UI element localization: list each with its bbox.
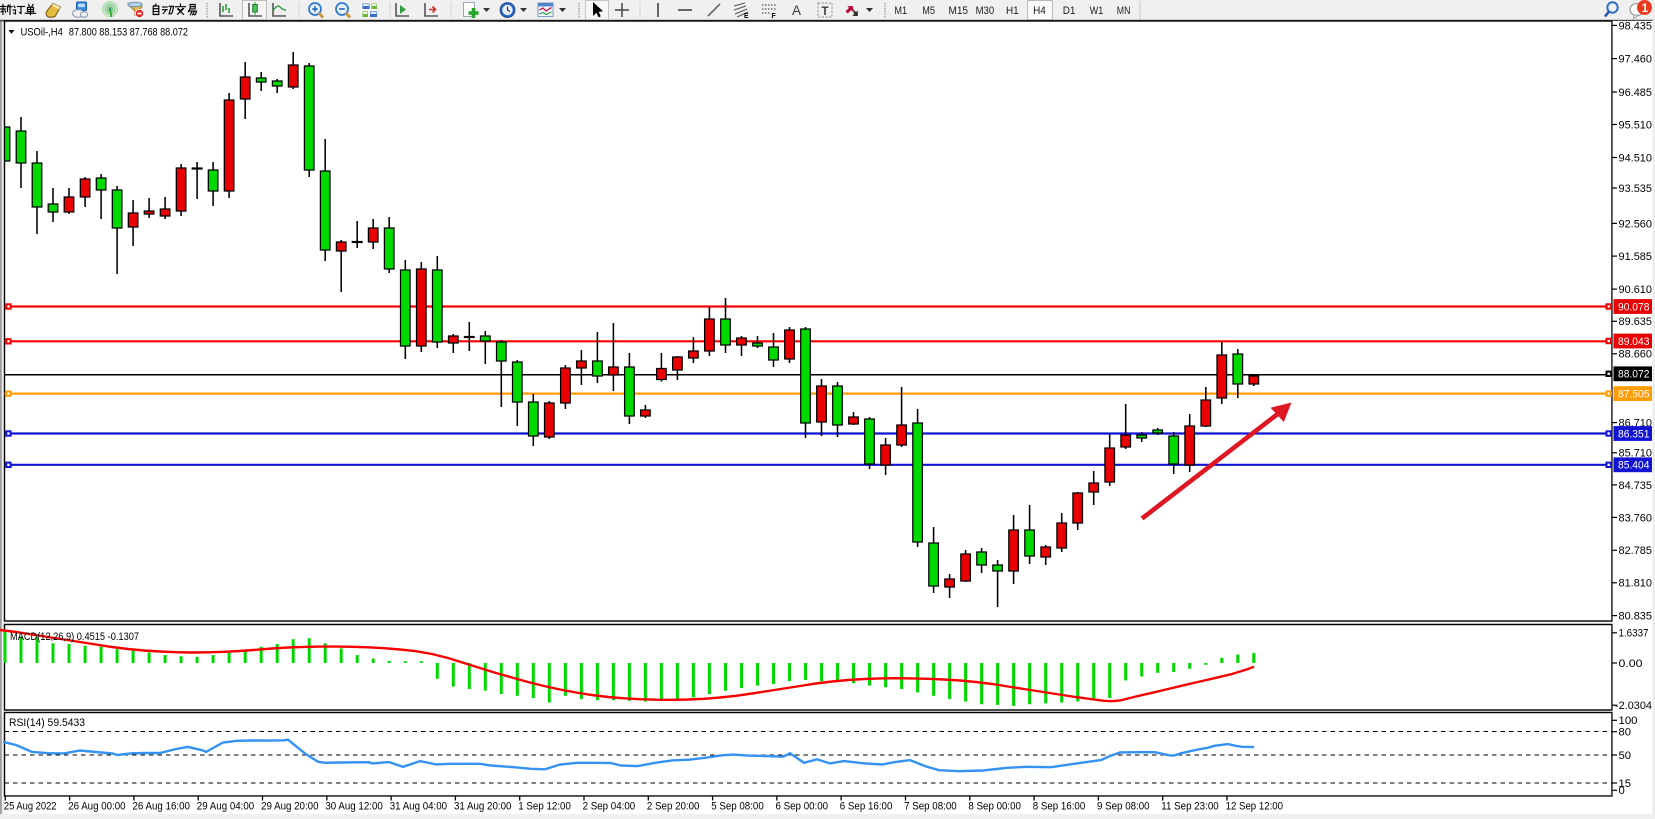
svg-text:87.800 88.153 87.768 88.072: 87.800 88.153 87.768 88.072 xyxy=(69,26,188,38)
svg-text:8 Sep 16:00: 8 Sep 16:00 xyxy=(1033,801,1086,813)
svg-text:87.505: 87.505 xyxy=(1618,389,1650,401)
svg-text:MN: MN xyxy=(1117,5,1131,17)
svg-text:95.510: 95.510 xyxy=(1619,119,1653,131)
svg-text:12 Sep 12:00: 12 Sep 12:00 xyxy=(1226,801,1283,813)
svg-text:E: E xyxy=(744,13,749,20)
svg-text:A: A xyxy=(792,3,801,18)
svg-text:81.810: 81.810 xyxy=(1619,578,1653,590)
svg-text:31 Aug 04:00: 31 Aug 04:00 xyxy=(390,801,447,813)
svg-text:1.6337: 1.6337 xyxy=(1619,628,1649,640)
svg-text:83.760: 83.760 xyxy=(1619,512,1653,524)
svg-text:26 Aug 16:00: 26 Aug 16:00 xyxy=(133,801,190,813)
svg-text:84.735: 84.735 xyxy=(1619,480,1653,492)
svg-text:89.043: 89.043 xyxy=(1618,336,1650,348)
svg-text:11 Sep 23:00: 11 Sep 23:00 xyxy=(1161,801,1218,813)
svg-text:USOil-,H4: USOil-,H4 xyxy=(21,26,63,38)
svg-text:92.560: 92.560 xyxy=(1619,218,1653,230)
svg-text:30 Aug 12:00: 30 Aug 12:00 xyxy=(325,801,382,813)
svg-text:93.535: 93.535 xyxy=(1619,183,1653,195)
svg-text:26 Aug 00:00: 26 Aug 00:00 xyxy=(68,801,125,813)
svg-text:5 Sep 08:00: 5 Sep 08:00 xyxy=(711,801,764,813)
svg-text:M5: M5 xyxy=(922,5,935,17)
svg-text:90.610: 90.610 xyxy=(1619,284,1653,296)
svg-text:MACD(12,26,9) 0.4515 -0.1307: MACD(12,26,9) 0.4515 -0.1307 xyxy=(10,631,139,643)
svg-text:6 Sep 00:00: 6 Sep 00:00 xyxy=(776,801,829,813)
svg-text:6 Sep 16:00: 6 Sep 16:00 xyxy=(840,801,893,813)
svg-text:RSI(14) 59.5433: RSI(14) 59.5433 xyxy=(9,717,85,729)
svg-text:D1: D1 xyxy=(1063,5,1076,17)
svg-text:29 Aug 20:00: 29 Aug 20:00 xyxy=(261,801,318,813)
svg-text:96.485: 96.485 xyxy=(1619,87,1653,99)
svg-text:91.585: 91.585 xyxy=(1619,251,1653,263)
svg-text:-2.0304: -2.0304 xyxy=(1615,700,1652,712)
svg-text:M30: M30 xyxy=(976,5,995,17)
svg-text:88.072: 88.072 xyxy=(1618,369,1650,381)
svg-text:M1: M1 xyxy=(894,5,907,17)
svg-text:H1: H1 xyxy=(1006,5,1019,17)
svg-text:9 Sep 08:00: 9 Sep 08:00 xyxy=(1097,801,1150,813)
svg-text:82.785: 82.785 xyxy=(1619,545,1653,557)
svg-text:100: 100 xyxy=(1619,715,1638,727)
svg-text:88.660: 88.660 xyxy=(1619,349,1653,361)
svg-text:M15: M15 xyxy=(949,5,969,17)
svg-text:F: F xyxy=(772,13,777,20)
svg-text:85.710: 85.710 xyxy=(1619,448,1653,460)
svg-text:97.460: 97.460 xyxy=(1619,54,1653,66)
svg-text:0: 0 xyxy=(1619,785,1625,797)
svg-text:29 Aug 04:00: 29 Aug 04:00 xyxy=(197,801,254,813)
svg-text:1 Sep 12:00: 1 Sep 12:00 xyxy=(518,801,571,813)
svg-text:90.078: 90.078 xyxy=(1618,301,1650,313)
svg-text:0.00: 0.00 xyxy=(1619,658,1643,670)
svg-text:8 Sep 00:00: 8 Sep 00:00 xyxy=(968,801,1021,813)
svg-text:H4: H4 xyxy=(1033,5,1046,17)
svg-text:2 Sep 20:00: 2 Sep 20:00 xyxy=(647,801,700,813)
svg-text:89.635: 89.635 xyxy=(1619,316,1653,328)
svg-text:1: 1 xyxy=(1642,3,1649,15)
svg-text:W1: W1 xyxy=(1090,5,1104,17)
svg-text:31 Aug 20:00: 31 Aug 20:00 xyxy=(454,801,511,813)
svg-text:25 Aug 2022: 25 Aug 2022 xyxy=(4,801,57,813)
svg-text:2 Sep 04:00: 2 Sep 04:00 xyxy=(583,801,636,813)
svg-text:7 Sep 08:00: 7 Sep 08:00 xyxy=(904,801,957,813)
svg-text:80.835: 80.835 xyxy=(1619,611,1653,623)
svg-text:T: T xyxy=(822,6,829,18)
svg-text:94.510: 94.510 xyxy=(1619,152,1653,164)
svg-text:98.435: 98.435 xyxy=(1619,20,1653,32)
svg-text:86.351: 86.351 xyxy=(1618,428,1650,440)
svg-text:85.404: 85.404 xyxy=(1618,460,1650,472)
svg-text:15: 15 xyxy=(1619,778,1632,790)
svg-text:50: 50 xyxy=(1619,750,1632,762)
svg-text:80: 80 xyxy=(1619,727,1632,739)
